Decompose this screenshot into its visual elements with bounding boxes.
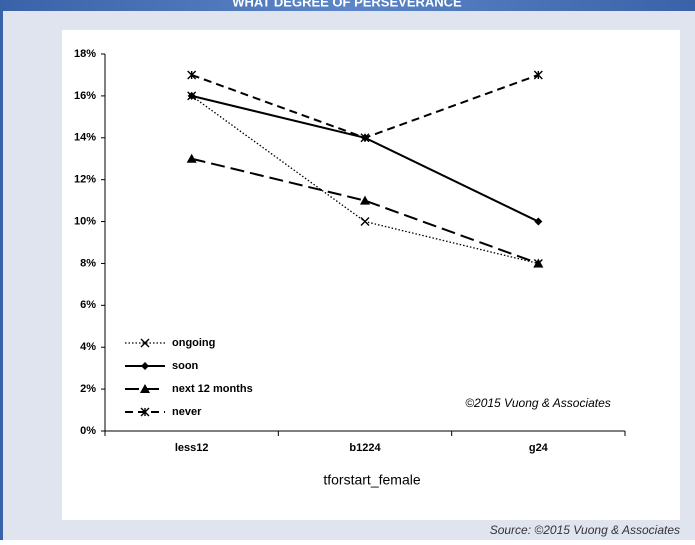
banner <box>0 0 695 11</box>
marker <box>140 384 150 393</box>
x-tick-label: b1224 <box>349 442 381 454</box>
marker <box>360 195 370 205</box>
legend-label: soon <box>172 360 199 372</box>
marker <box>186 153 197 163</box>
marker <box>187 91 196 100</box>
marker <box>140 338 150 348</box>
marker <box>533 70 543 80</box>
marker <box>140 407 150 417</box>
marker <box>534 217 543 226</box>
y-tick-label: 4% <box>80 341 96 353</box>
x-tick-label: g24 <box>529 442 549 454</box>
y-tick-label: 8% <box>80 257 96 269</box>
x-axis-label: tforstart_female <box>323 472 420 488</box>
y-tick-label: 6% <box>80 299 96 311</box>
series-line <box>191 157 539 265</box>
legend-label: next 12 months <box>172 383 253 395</box>
y-tick-label: 12% <box>74 174 96 186</box>
left-border <box>0 11 3 540</box>
y-tick-label: 18% <box>74 48 96 60</box>
marker <box>360 217 370 227</box>
y-tick-label: 16% <box>74 90 96 102</box>
y-tick-label: 14% <box>74 132 96 144</box>
banner-title: WHAT DEGREE OF PERSEVERANCE <box>232 0 462 9</box>
annotation: ©2015 Vuong & Associates <box>465 396 611 410</box>
legend-label: ongoing <box>172 337 215 349</box>
y-tick-label: 0% <box>80 425 96 437</box>
marker <box>141 362 149 370</box>
marker <box>533 258 544 268</box>
y-tick-label: 10% <box>74 215 96 227</box>
chart-panel <box>62 30 680 520</box>
marker <box>187 70 197 80</box>
legend-label: never <box>172 406 202 418</box>
source: Source: ©2015 Vuong & Associates <box>490 523 680 537</box>
y-tick-label: 2% <box>80 383 96 395</box>
marker <box>360 133 370 143</box>
x-tick-label: less12 <box>175 442 209 454</box>
